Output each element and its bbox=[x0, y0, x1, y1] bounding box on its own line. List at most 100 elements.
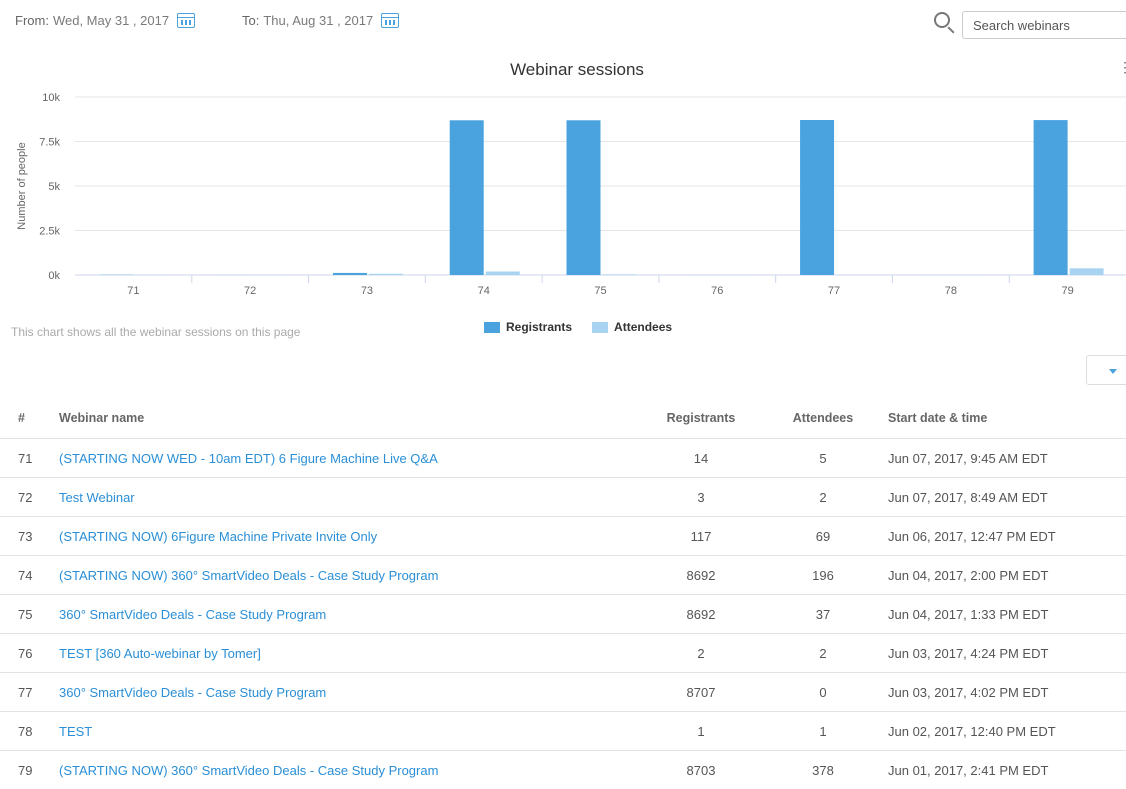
bar-attendees bbox=[486, 272, 520, 275]
x-tick-label: 72 bbox=[244, 285, 256, 297]
row-number: 76 bbox=[0, 634, 58, 673]
start-date-time: Jun 04, 2017, 2:00 PM EDT bbox=[864, 556, 1126, 595]
to-date-value[interactable]: Thu, Aug 31 , 2017 bbox=[263, 13, 373, 28]
y-tick-label: 2.5k bbox=[39, 226, 60, 238]
x-tick-label: 71 bbox=[127, 285, 139, 297]
webinar-name-cell: 360° SmartVideo Deals - Case Study Progr… bbox=[58, 595, 620, 634]
legend-label-attendees: Attendees bbox=[614, 320, 672, 334]
legend-label-registrants: Registrants bbox=[506, 320, 572, 334]
legend-swatch-registrants bbox=[484, 322, 500, 333]
attendees-count: 0 bbox=[782, 673, 864, 712]
registrants-count: 8692 bbox=[620, 556, 782, 595]
row-number: 71 bbox=[0, 439, 58, 478]
webinar-name-link[interactable]: 360° SmartVideo Deals - Case Study Progr… bbox=[59, 607, 326, 622]
from-date-filter[interactable]: From: Wed, May 31 , 2017 bbox=[15, 13, 195, 28]
to-date-filter[interactable]: To: Thu, Aug 31 , 2017 bbox=[242, 13, 399, 28]
table-row[interactable]: 74(STARTING NOW) 360° SmartVideo Deals -… bbox=[0, 556, 1126, 595]
row-number: 74 bbox=[0, 556, 58, 595]
header-attendees[interactable]: Attendees bbox=[782, 398, 864, 439]
start-date-time: Jun 06, 2017, 12:47 PM EDT bbox=[864, 517, 1126, 556]
webinar-name-link[interactable]: TEST [360 Auto-webinar by Tomer] bbox=[59, 646, 261, 661]
bar-registrants bbox=[567, 120, 601, 275]
webinar-name-link[interactable]: (STARTING NOW) 360° SmartVideo Deals - C… bbox=[59, 568, 438, 583]
registrants-count: 14 bbox=[620, 439, 782, 478]
attendees-count: 1 bbox=[782, 712, 864, 751]
chart-note: This chart shows all the webinar session… bbox=[11, 325, 300, 339]
attendees-count: 2 bbox=[782, 478, 864, 517]
y-tick-label: 10k bbox=[42, 92, 60, 104]
bar-attendees bbox=[369, 274, 403, 275]
row-number: 79 bbox=[0, 751, 58, 789]
registrants-count: 117 bbox=[620, 517, 782, 556]
webinar-name-link[interactable]: (STARTING NOW) 6Figure Machine Private I… bbox=[59, 529, 377, 544]
attendees-count: 37 bbox=[782, 595, 864, 634]
registrants-count: 8703 bbox=[620, 751, 782, 789]
legend-registrants[interactable]: Registrants bbox=[484, 320, 572, 334]
webinar-name-link[interactable]: Test Webinar bbox=[59, 490, 135, 505]
attendees-count: 378 bbox=[782, 751, 864, 789]
search-input[interactable] bbox=[962, 11, 1126, 39]
header-start-date[interactable]: Start date & time bbox=[864, 398, 1126, 439]
y-tick-label: 0k bbox=[48, 270, 60, 282]
x-tick-label: 77 bbox=[828, 285, 840, 297]
header-webinar-name[interactable]: Webinar name bbox=[58, 398, 620, 439]
table-row[interactable]: 71(STARTING NOW WED - 10am EDT) 6 Figure… bbox=[0, 439, 1126, 478]
legend-attendees[interactable]: Attendees bbox=[592, 320, 672, 334]
bar-registrants bbox=[450, 120, 484, 275]
webinar-name-cell: Test Webinar bbox=[58, 478, 620, 517]
registrants-count: 8707 bbox=[620, 673, 782, 712]
calendar-icon[interactable] bbox=[177, 13, 195, 28]
webinar-table: # Webinar name Registrants Attendees Sta… bbox=[0, 398, 1126, 789]
attendees-count: 5 bbox=[782, 439, 864, 478]
attendees-count: 69 bbox=[782, 517, 864, 556]
row-number: 73 bbox=[0, 517, 58, 556]
registrants-count: 8692 bbox=[620, 595, 782, 634]
webinar-name-cell: (STARTING NOW) 360° SmartVideo Deals - C… bbox=[58, 556, 620, 595]
webinar-name-link[interactable]: TEST bbox=[59, 724, 92, 739]
start-date-time: Jun 07, 2017, 9:45 AM EDT bbox=[864, 439, 1126, 478]
start-date-time: Jun 02, 2017, 12:40 PM EDT bbox=[864, 712, 1126, 751]
registrants-count: 1 bbox=[620, 712, 782, 751]
table-row[interactable]: 73(STARTING NOW) 6Figure Machine Private… bbox=[0, 517, 1126, 556]
row-number: 77 bbox=[0, 673, 58, 712]
table-row[interactable]: 79(STARTING NOW) 360° SmartVideo Deals -… bbox=[0, 751, 1126, 789]
y-tick-label: 7.5k bbox=[39, 137, 60, 149]
search-icon[interactable] bbox=[934, 12, 950, 28]
bar-registrants bbox=[1034, 120, 1068, 275]
webinar-name-link[interactable]: 360° SmartVideo Deals - Case Study Progr… bbox=[59, 685, 326, 700]
calendar-icon[interactable] bbox=[381, 13, 399, 28]
y-tick-label: 5k bbox=[48, 181, 60, 193]
y-axis-label: Number of people bbox=[16, 142, 28, 229]
chart-legend: Registrants Attendees bbox=[484, 320, 672, 334]
bar-registrants bbox=[333, 273, 367, 275]
webinar-name-link[interactable]: (STARTING NOW WED - 10am EDT) 6 Figure M… bbox=[59, 451, 438, 466]
attendees-count: 2 bbox=[782, 634, 864, 673]
registrants-count: 3 bbox=[620, 478, 782, 517]
webinar-name-cell: (STARTING NOW WED - 10am EDT) 6 Figure M… bbox=[58, 439, 620, 478]
header-registrants[interactable]: Registrants bbox=[620, 398, 782, 439]
x-tick-label: 75 bbox=[594, 285, 606, 297]
date-filter-bar: From: Wed, May 31 , 2017 To: Thu, Aug 31… bbox=[0, 0, 1126, 44]
from-date-value[interactable]: Wed, May 31 , 2017 bbox=[53, 13, 169, 28]
options-dropdown-button[interactable] bbox=[1086, 355, 1126, 385]
bar-attendees bbox=[1070, 268, 1104, 275]
attendees-count: 196 bbox=[782, 556, 864, 595]
webinar-name-cell: 360° SmartVideo Deals - Case Study Progr… bbox=[58, 673, 620, 712]
start-date-time: Jun 03, 2017, 4:02 PM EDT bbox=[864, 673, 1126, 712]
start-date-time: Jun 04, 2017, 1:33 PM EDT bbox=[864, 595, 1126, 634]
chart-menu-icon[interactable]: ⋮ bbox=[1118, 64, 1126, 70]
row-number: 78 bbox=[0, 712, 58, 751]
bar-registrants bbox=[800, 120, 834, 275]
start-date-time: Jun 07, 2017, 8:49 AM EDT bbox=[864, 478, 1126, 517]
header-num[interactable]: # bbox=[0, 398, 58, 439]
webinar-name-cell: (STARTING NOW) 6Figure Machine Private I… bbox=[58, 517, 620, 556]
x-tick-label: 79 bbox=[1061, 285, 1073, 297]
webinar-name-cell: TEST [360 Auto-webinar by Tomer] bbox=[58, 634, 620, 673]
webinar-name-link[interactable]: (STARTING NOW) 360° SmartVideo Deals - C… bbox=[59, 763, 438, 778]
